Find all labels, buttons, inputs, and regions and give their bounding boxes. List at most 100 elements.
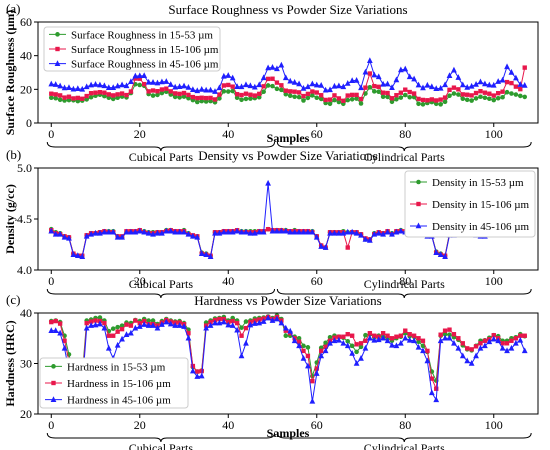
data-point bbox=[415, 81, 422, 88]
data-point bbox=[132, 228, 139, 235]
data-point bbox=[349, 343, 355, 349]
x-tick-label: 0 bbox=[48, 274, 54, 288]
data-point bbox=[358, 231, 364, 238]
data-point bbox=[478, 341, 483, 346]
data-point bbox=[344, 79, 351, 86]
data-point bbox=[468, 360, 475, 366]
data-point bbox=[106, 95, 112, 101]
data-point bbox=[313, 233, 320, 240]
data-point bbox=[403, 328, 408, 333]
data-point bbox=[194, 87, 201, 94]
data-point bbox=[208, 319, 213, 325]
data-point bbox=[433, 101, 439, 107]
data-point bbox=[97, 229, 103, 236]
data-point bbox=[194, 99, 200, 105]
data-point bbox=[251, 320, 258, 326]
panels: (a) Surface Roughness vs Powder Size Vari… bbox=[3, 1, 539, 450]
chart-panel-1: (a) Surface Roughness vs Powder Size Vari… bbox=[3, 1, 539, 164]
legend-swatch-marker bbox=[416, 179, 421, 185]
data-point bbox=[136, 227, 143, 234]
data-point bbox=[128, 78, 134, 85]
data-point bbox=[269, 317, 276, 323]
data-point bbox=[442, 331, 448, 337]
data-point bbox=[80, 96, 85, 101]
data-point bbox=[225, 321, 232, 328]
data-point bbox=[482, 95, 488, 101]
legend-label: Density in 15-106 µm bbox=[432, 199, 530, 211]
data-point bbox=[434, 98, 439, 103]
data-point bbox=[282, 324, 289, 331]
data-point bbox=[362, 68, 369, 75]
data-point bbox=[145, 229, 152, 236]
data-point bbox=[447, 327, 452, 332]
y-tick-label: 4.5 bbox=[17, 212, 32, 226]
data-point bbox=[105, 228, 112, 235]
data-point bbox=[92, 229, 99, 236]
data-point bbox=[499, 344, 506, 351]
data-point bbox=[234, 95, 240, 101]
data-point bbox=[163, 78, 170, 84]
data-point bbox=[300, 228, 307, 235]
legend-label: Density in 45-106 µm bbox=[432, 221, 530, 233]
data-point bbox=[123, 82, 130, 89]
data-point bbox=[327, 334, 333, 340]
data-point bbox=[393, 76, 400, 83]
data-point bbox=[349, 349, 356, 356]
data-point bbox=[301, 343, 306, 349]
data-point bbox=[185, 230, 192, 237]
data-point bbox=[508, 344, 515, 351]
data-point bbox=[88, 322, 94, 328]
data-point bbox=[424, 357, 431, 364]
data-point bbox=[327, 339, 333, 346]
data-point bbox=[504, 347, 510, 354]
data-point bbox=[84, 93, 89, 99]
data-point bbox=[257, 317, 262, 322]
data-point bbox=[420, 97, 426, 103]
data-point bbox=[398, 90, 404, 95]
data-point bbox=[57, 97, 63, 103]
data-point bbox=[220, 228, 227, 235]
legend-box bbox=[404, 170, 536, 238]
data-point bbox=[217, 96, 222, 101]
data-point bbox=[172, 228, 179, 235]
data-point bbox=[495, 91, 501, 96]
chart-title: Surface Roughness vs Powder Size Variati… bbox=[168, 2, 407, 17]
data-point bbox=[504, 341, 510, 346]
data-point bbox=[62, 338, 67, 343]
data-point bbox=[212, 88, 218, 94]
data-point bbox=[349, 228, 356, 235]
data-point bbox=[460, 96, 466, 102]
data-point bbox=[522, 333, 527, 338]
data-point bbox=[362, 235, 369, 242]
data-point bbox=[376, 89, 382, 94]
data-point bbox=[389, 84, 395, 90]
data-point bbox=[300, 85, 307, 91]
data-point bbox=[500, 94, 505, 100]
data-point bbox=[375, 229, 382, 236]
data-point bbox=[380, 90, 386, 95]
data-point bbox=[194, 373, 201, 379]
data-point bbox=[397, 66, 404, 73]
legend-swatch-marker bbox=[50, 396, 57, 402]
data-point bbox=[283, 333, 289, 339]
data-point bbox=[168, 89, 173, 94]
data-point bbox=[327, 229, 333, 236]
data-point bbox=[332, 93, 337, 98]
data-point bbox=[216, 84, 223, 91]
data-point bbox=[310, 93, 315, 98]
data-point bbox=[172, 94, 178, 100]
data-point bbox=[270, 76, 275, 81]
group-brace bbox=[276, 288, 532, 299]
data-point bbox=[349, 333, 355, 338]
data-point bbox=[102, 320, 107, 326]
data-point bbox=[425, 98, 430, 103]
data-point bbox=[420, 343, 426, 349]
data-point bbox=[522, 65, 527, 70]
legend-label: Surface Roughness in 15-106 µm bbox=[71, 44, 219, 56]
y-tick-label: 40 bbox=[20, 49, 32, 63]
data-point bbox=[353, 229, 360, 236]
data-point bbox=[61, 84, 68, 91]
data-point bbox=[247, 229, 254, 236]
group-brace bbox=[46, 288, 276, 299]
data-point bbox=[486, 338, 493, 345]
